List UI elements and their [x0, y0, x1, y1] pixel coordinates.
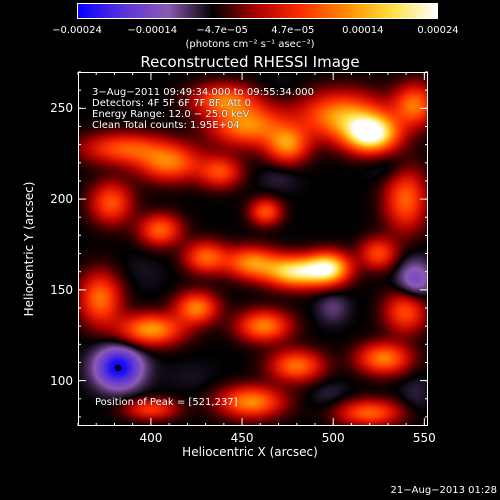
plot-area: [77, 71, 428, 426]
x-tick-label: 450: [230, 431, 254, 445]
footer-date: 21−Aug−2013 01:28: [390, 485, 497, 496]
y-tick-label: 200: [50, 192, 73, 207]
x-tick-label: 550: [412, 431, 436, 445]
y-tick-label: 250: [50, 101, 73, 116]
y-axis-label: Heliocentric Y (arcsec): [22, 181, 36, 317]
minimum-marker: [114, 364, 122, 372]
heatmap-image: [78, 72, 428, 426]
colorbar-tick-label: 4.7e−05: [271, 25, 315, 36]
y-tick-label: 150: [50, 282, 73, 297]
annotation-energy-range: Energy Range: 12.0 − 25.0 keV: [92, 109, 250, 120]
x-tick-label: 500: [321, 431, 345, 445]
plot-frame: [78, 72, 428, 426]
colorbar-units: (photons cm⁻² s⁻¹ asec⁻²): [185, 39, 315, 50]
y-tick-label: 100: [50, 373, 73, 388]
annotation-time-range: 3−Aug−2011 09:49:34.000 to 09:55:34.000: [92, 87, 315, 98]
colorbar-tick-label: 0.00014: [342, 25, 384, 36]
colorbar-tick-label: −0.00014: [127, 25, 178, 36]
annotation-detectors: Detectors: 4F 5F 6F 7F 8F, Att 0: [92, 98, 252, 109]
peak-position-label: Position of Peak = [521,237]: [95, 397, 238, 408]
plot-overlay: [77, 71, 428, 426]
colorbar-tick-label: −0.00024: [52, 25, 102, 36]
annotation-clean-counts: Clean Total counts: 1.95E+04: [92, 120, 240, 131]
x-axis-label: Heliocentric X (arcsec): [182, 445, 318, 459]
colorbar-tick-label: 0.00024: [417, 25, 459, 36]
colorbar: [77, 3, 438, 19]
x-tick-label: 400: [139, 431, 163, 445]
tick-marks: [77, 71, 428, 426]
colorbar-tick-label: −4.7e−05: [196, 25, 248, 36]
chart-title: Reconstructed RHESSI Image: [140, 53, 360, 71]
